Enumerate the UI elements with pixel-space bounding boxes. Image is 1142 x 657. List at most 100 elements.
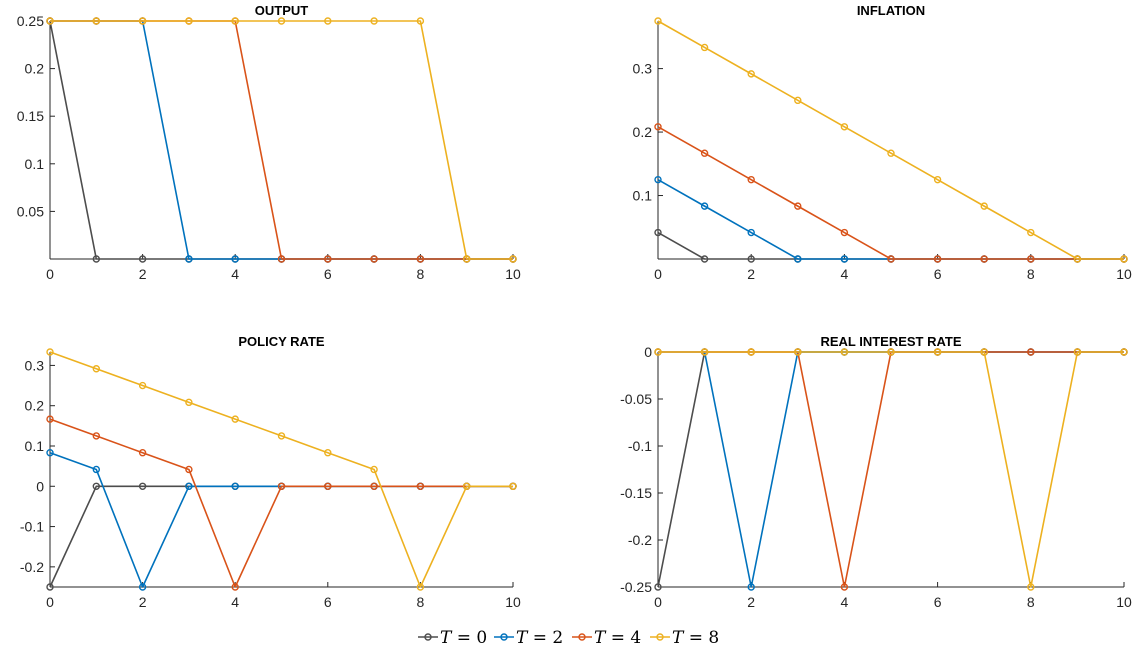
data-point: [1073, 348, 1082, 356]
x-tick-label: 0: [654, 266, 662, 282]
x-tick-label: 0: [654, 594, 662, 610]
y-tick-label: 0.2: [25, 61, 45, 77]
x-tick-label: 2: [139, 266, 147, 282]
data-point: [463, 255, 471, 263]
x-tick-label: 6: [324, 594, 332, 610]
x-tick-label: 10: [505, 266, 521, 282]
series-t-2: [654, 175, 1128, 263]
data-point: [185, 17, 193, 25]
y-tick-label: 0.1: [633, 188, 653, 204]
x-tick-label: 4: [231, 594, 239, 610]
legend: T = 0 T = 2 T = 4 T = 8: [418, 628, 719, 648]
data-point: [138, 482, 147, 490]
data-point: [370, 255, 378, 263]
data-point: [46, 17, 54, 25]
series-t-0: [654, 348, 1128, 591]
series-t-0: [46, 482, 517, 591]
legend-entry: T = 4: [572, 628, 641, 648]
series-line: [657, 178, 1124, 260]
data-point: [1027, 348, 1035, 356]
data-point: [46, 583, 54, 591]
x-tick-label: 4: [841, 594, 849, 610]
data-point: [1120, 255, 1128, 263]
data-point: [840, 255, 849, 263]
panel-title: OUTPUT: [255, 3, 309, 18]
data-point: [324, 449, 332, 457]
data-point: [185, 255, 193, 263]
x-tick-label: 10: [1116, 594, 1132, 610]
x-tick-label: 8: [417, 266, 425, 282]
y-tick-label: -0.2: [20, 559, 44, 575]
x-tick-label: 6: [934, 266, 942, 282]
data-point: [92, 482, 101, 490]
data-point: [509, 482, 517, 490]
data-point: [747, 175, 755, 184]
data-point: [185, 398, 193, 407]
series-t-8: [46, 348, 517, 591]
data-point: [277, 432, 286, 440]
legend-entry: T = 2: [494, 628, 563, 648]
series-t-4: [654, 123, 1128, 263]
data-point: [231, 17, 239, 25]
y-tick-label: 0.05: [17, 203, 44, 219]
y-tick-label: -0.1: [628, 438, 652, 454]
data-point: [933, 175, 942, 184]
series-t-4: [46, 17, 517, 263]
data-point: [92, 432, 101, 440]
data-point: [1120, 348, 1128, 356]
data-point: [700, 149, 709, 157]
series-t-2: [46, 17, 517, 263]
series-t-0: [654, 228, 1128, 263]
panel-title: POLICY RATE: [238, 334, 325, 349]
x-tick-label: 4: [231, 266, 239, 282]
data-point: [46, 449, 54, 457]
data-point: [933, 255, 942, 263]
data-point: [463, 482, 471, 490]
data-point: [185, 482, 193, 490]
data-point: [416, 255, 425, 263]
series-t-2: [654, 348, 1128, 591]
data-point: [370, 482, 378, 490]
panel-output: 0.05 0.1 0.15 0.2 0.25 0 2 4 6 8 10 OUTPUT: [17, 3, 521, 282]
y-tick-label: 0.2: [633, 124, 653, 140]
data-point: [980, 348, 988, 356]
data-point: [46, 348, 54, 356]
y-tick-label: -0.25: [620, 579, 652, 595]
data-point: [416, 583, 425, 591]
data-point: [277, 482, 286, 490]
data-point: [277, 17, 286, 25]
y-tick-label: -0.2: [628, 532, 652, 548]
x-tick-label: 2: [747, 594, 755, 610]
series-line: [49, 418, 513, 588]
data-point: [840, 228, 849, 237]
data-point: [370, 465, 378, 474]
data-point: [887, 348, 895, 356]
legend-marker: [578, 633, 586, 641]
y-tick-label: 0.25: [17, 13, 44, 29]
data-point: [46, 415, 54, 423]
legend-marker: [424, 633, 432, 641]
data-point: [747, 228, 755, 237]
y-tick-label: 0.1: [25, 156, 45, 172]
x-tick-label: 10: [505, 594, 521, 610]
data-point: [654, 17, 662, 25]
series-t-8: [46, 17, 517, 263]
data-point: [794, 202, 802, 210]
data-point: [887, 255, 895, 263]
data-point: [231, 415, 239, 423]
y-tick-label: 0.3: [25, 357, 45, 373]
data-point: [138, 381, 147, 390]
data-point: [1027, 583, 1035, 591]
data-point: [324, 255, 332, 263]
data-point: [794, 255, 802, 263]
y-tick-label: 0.2: [25, 398, 45, 414]
x-tick-label: 6: [934, 594, 942, 610]
panel-title: REAL INTEREST RATE: [820, 334, 961, 349]
x-tick-label: 2: [139, 594, 147, 610]
x-tick-label: 8: [1027, 594, 1035, 610]
data-point: [185, 465, 193, 474]
data-point: [654, 228, 662, 237]
legend-label: T = 4: [594, 628, 641, 648]
x-tick-label: 6: [324, 266, 332, 282]
